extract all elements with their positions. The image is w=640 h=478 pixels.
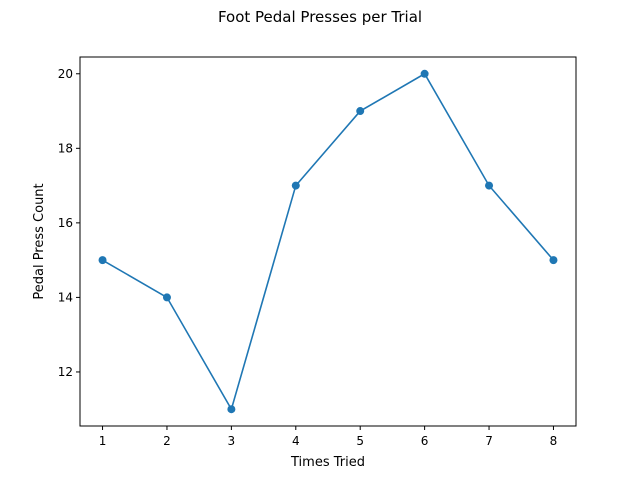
chart-title: Foot Pedal Presses per Trial [218,8,422,26]
x-tick-label: 1 [99,434,107,448]
data-point [485,181,494,190]
data-point [291,181,300,190]
data-point [356,107,365,116]
y-axis-label: Pedal Press Count [32,183,47,299]
plot-frame [79,56,577,427]
x-tick-label: 6 [421,434,429,448]
y-tick-label: 16 [58,216,73,230]
data-point [549,256,558,265]
x-tick-label: 7 [485,434,493,448]
data-point [98,256,107,265]
x-tick-label: 2 [163,434,171,448]
x-axis-label: Times Tried [290,455,365,470]
data-point [420,69,429,78]
data-point [227,405,236,414]
y-tick-label: 14 [58,290,73,304]
series-line [102,72,555,412]
x-tick-label: 3 [228,434,236,448]
x-tick-label: 5 [356,434,364,448]
x-tick-label: 8 [550,434,558,448]
y-tick-label: 18 [58,141,73,155]
y-tick-label: 20 [58,67,73,81]
y-tick-label: 12 [58,365,73,379]
x-tick-label: 4 [292,434,300,448]
data-point [162,293,171,302]
